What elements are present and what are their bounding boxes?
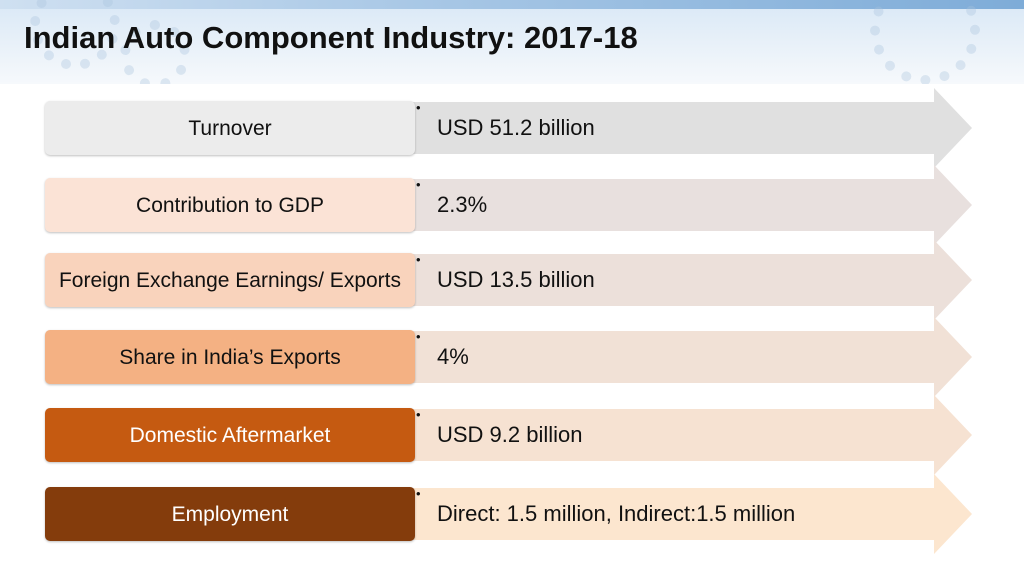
stat-row-forex: Foreign Exchange Earnings/ Exports • USD… — [0, 240, 1024, 320]
stat-label: Domestic Aftermarket — [45, 408, 415, 462]
bullet-icon: • — [416, 407, 421, 422]
gear-icon — [120, 20, 190, 84]
arrow-shape — [412, 165, 972, 245]
gear-icon — [870, 0, 980, 84]
stat-label: Employment — [45, 487, 415, 541]
bullet-icon: • — [416, 329, 421, 344]
bullet-icon: • — [416, 100, 421, 115]
stat-label: Share in India’s Exports — [45, 330, 415, 384]
stat-row-aftermarket: Domestic Aftermarket • USD 9.2 billion — [0, 395, 1024, 475]
stat-row-share-exports: Share in India’s Exports • 4% — [0, 317, 1024, 397]
bullet-icon: • — [416, 252, 421, 267]
bullet-icon: • — [416, 486, 421, 501]
gear-icon — [30, 0, 120, 70]
page-title: Indian Auto Component Industry: 2017-18 — [24, 20, 638, 55]
stat-value: Direct: 1.5 million, Indirect:1.5 millio… — [437, 501, 796, 526]
stat-value: 4% — [437, 344, 469, 369]
stat-label: Contribution to GDP — [45, 178, 415, 232]
arrow-shape — [412, 317, 972, 397]
stat-value: USD 13.5 billion — [437, 267, 595, 292]
stat-label: Foreign Exchange Earnings/ Exports — [45, 253, 415, 307]
stat-row-turnover: Turnover • USD 51.2 billion — [0, 88, 1024, 168]
stat-value: USD 51.2 billion — [437, 115, 595, 140]
stat-value: USD 9.2 billion — [437, 422, 583, 447]
stat-row-employment: Employment • Direct: 1.5 million, Indire… — [0, 474, 1024, 554]
stat-value: 2.3% — [437, 192, 488, 217]
banner-top-stripe — [0, 0, 1024, 9]
bullet-icon: • — [416, 177, 421, 192]
stat-label: Turnover — [45, 101, 415, 155]
stat-row-gdp: Contribution to GDP • 2.3% — [0, 165, 1024, 245]
header-banner: Indian Auto Component Industry: 2017-18 — [0, 0, 1024, 84]
